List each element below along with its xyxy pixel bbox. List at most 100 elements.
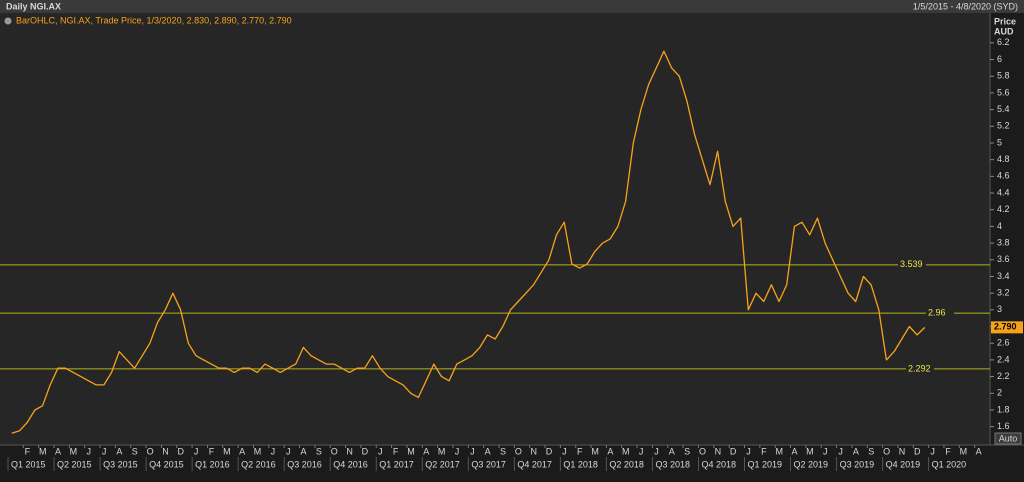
x-tick-label: A — [792, 446, 798, 456]
x-tick-label: M — [254, 446, 262, 456]
x-tick-label: N — [346, 446, 353, 456]
x-tick-label: J — [823, 446, 828, 456]
reference-label-bg — [906, 363, 934, 374]
x-tick-label: M — [806, 446, 814, 456]
y-tick-label: 4.4 — [997, 187, 1010, 197]
reference-label-bg — [926, 308, 954, 319]
x-tick-label: D — [730, 446, 737, 456]
y-tick-label: 3.8 — [997, 237, 1010, 247]
date-range: 1/5/2015 - 4/8/2020 (SYD) — [913, 1, 1018, 11]
x-tick-label: O — [699, 446, 706, 456]
y-tick-label: 3 — [997, 304, 1002, 314]
quarter-label: Q2 2018 — [609, 459, 644, 469]
x-tick-label: A — [423, 446, 429, 456]
x-tick-label: J — [86, 446, 91, 456]
x-tick-label: D — [362, 446, 369, 456]
chart-title: Daily NGI.AX — [6, 1, 61, 11]
y-tick-label: 1.8 — [997, 404, 1010, 414]
x-tick-label: J — [271, 446, 276, 456]
x-tick-label: O — [515, 446, 522, 456]
y-tick-label: 5.8 — [997, 71, 1010, 81]
last-price-label: 2.790 — [994, 322, 1017, 332]
quarter-label: Q3 2018 — [655, 459, 690, 469]
y-tick-label: 3.6 — [997, 254, 1010, 264]
reference-label: 3.539 — [900, 259, 923, 269]
quarter-label: Q3 2019 — [840, 459, 875, 469]
x-tick-label: M — [223, 446, 231, 456]
x-tick-label: A — [669, 446, 675, 456]
x-tick-label: A — [55, 446, 61, 456]
x-tick-label: S — [132, 446, 138, 456]
legend-icon — [4, 17, 12, 25]
quarter-label: Q2 2019 — [794, 459, 829, 469]
quarter-label: Q1 2015 — [11, 459, 46, 469]
y-tick-label: 6 — [997, 54, 1002, 64]
x-tick-label: M — [39, 446, 47, 456]
plot-area — [0, 13, 990, 445]
x-tick-label: M — [960, 446, 968, 456]
auto-button[interactable] — [994, 432, 1022, 445]
x-tick-label: M — [70, 446, 78, 456]
x-tick-label: N — [530, 446, 537, 456]
x-tick-label: J — [194, 446, 199, 456]
x-tick-label: M — [407, 446, 415, 456]
y-tick-label: 5.2 — [997, 121, 1010, 131]
y-axis-unit: AUD — [994, 26, 1014, 36]
y-tick-label: 2.6 — [997, 338, 1010, 348]
x-tick-label: M — [591, 446, 599, 456]
x-tick-label: S — [500, 446, 506, 456]
x-tick-label: N — [899, 446, 906, 456]
y-tick-label: 5 — [997, 137, 1002, 147]
y-tick-label: 2 — [997, 388, 1002, 398]
quarter-label: Q1 2018 — [563, 459, 598, 469]
x-tick-label: J — [378, 446, 383, 456]
x-tick-label: S — [316, 446, 322, 456]
x-tick-label: J — [455, 446, 460, 456]
x-tick-label: M — [775, 446, 783, 456]
x-tick-label: J — [746, 446, 751, 456]
y-tick-label: 5.4 — [997, 104, 1010, 114]
x-tick-label: D — [546, 446, 553, 456]
quarter-label: Q4 2016 — [333, 459, 368, 469]
x-tick-label: F — [945, 446, 951, 456]
quarter-label: Q2 2016 — [241, 459, 276, 469]
x-tick-label: D — [178, 446, 185, 456]
quarter-label: Q1 2020 — [932, 459, 967, 469]
x-tick-label: A — [485, 446, 491, 456]
quarter-label: Q2 2017 — [425, 459, 460, 469]
quarter-label: Q2 2015 — [57, 459, 92, 469]
legend-entry: BarOHLC, NGI.AX, Trade Price, 1/3/2020, … — [16, 15, 292, 25]
x-tick-label: J — [286, 446, 291, 456]
x-tick-label: N — [715, 446, 722, 456]
x-tick-label: A — [116, 446, 122, 456]
y-tick-label: 2.2 — [997, 371, 1010, 381]
header-bar — [0, 0, 1024, 13]
quarter-label: Q4 2018 — [701, 459, 736, 469]
reference-label: 2.96 — [928, 308, 946, 318]
x-tick-label: F — [209, 446, 215, 456]
x-tick-label: J — [562, 446, 567, 456]
x-tick-label: S — [684, 446, 690, 456]
x-tick-label: F — [25, 446, 31, 456]
quarter-label: Q1 2017 — [379, 459, 414, 469]
reference-label: 2.292 — [908, 363, 931, 373]
x-tick-label: F — [761, 446, 767, 456]
y-tick-label: 1.6 — [997, 421, 1010, 431]
x-tick-label: N — [162, 446, 169, 456]
y-tick-label: 2.4 — [997, 354, 1010, 364]
x-tick-label: F — [577, 446, 583, 456]
quarter-label: Q3 2016 — [287, 459, 322, 469]
price-line — [11, 50, 926, 434]
quarter-label: Q3 2015 — [103, 459, 138, 469]
x-tick-label: J — [470, 446, 475, 456]
auto-button-label[interactable]: Auto — [999, 433, 1018, 443]
x-tick-label: S — [868, 446, 874, 456]
x-tick-label: A — [239, 446, 245, 456]
y-tick-label: 3.2 — [997, 288, 1010, 298]
quarter-label: Q4 2019 — [886, 459, 921, 469]
x-tick-label: J — [102, 446, 107, 456]
y-tick-label: 6.2 — [997, 37, 1010, 47]
x-tick-label: M — [438, 446, 446, 456]
